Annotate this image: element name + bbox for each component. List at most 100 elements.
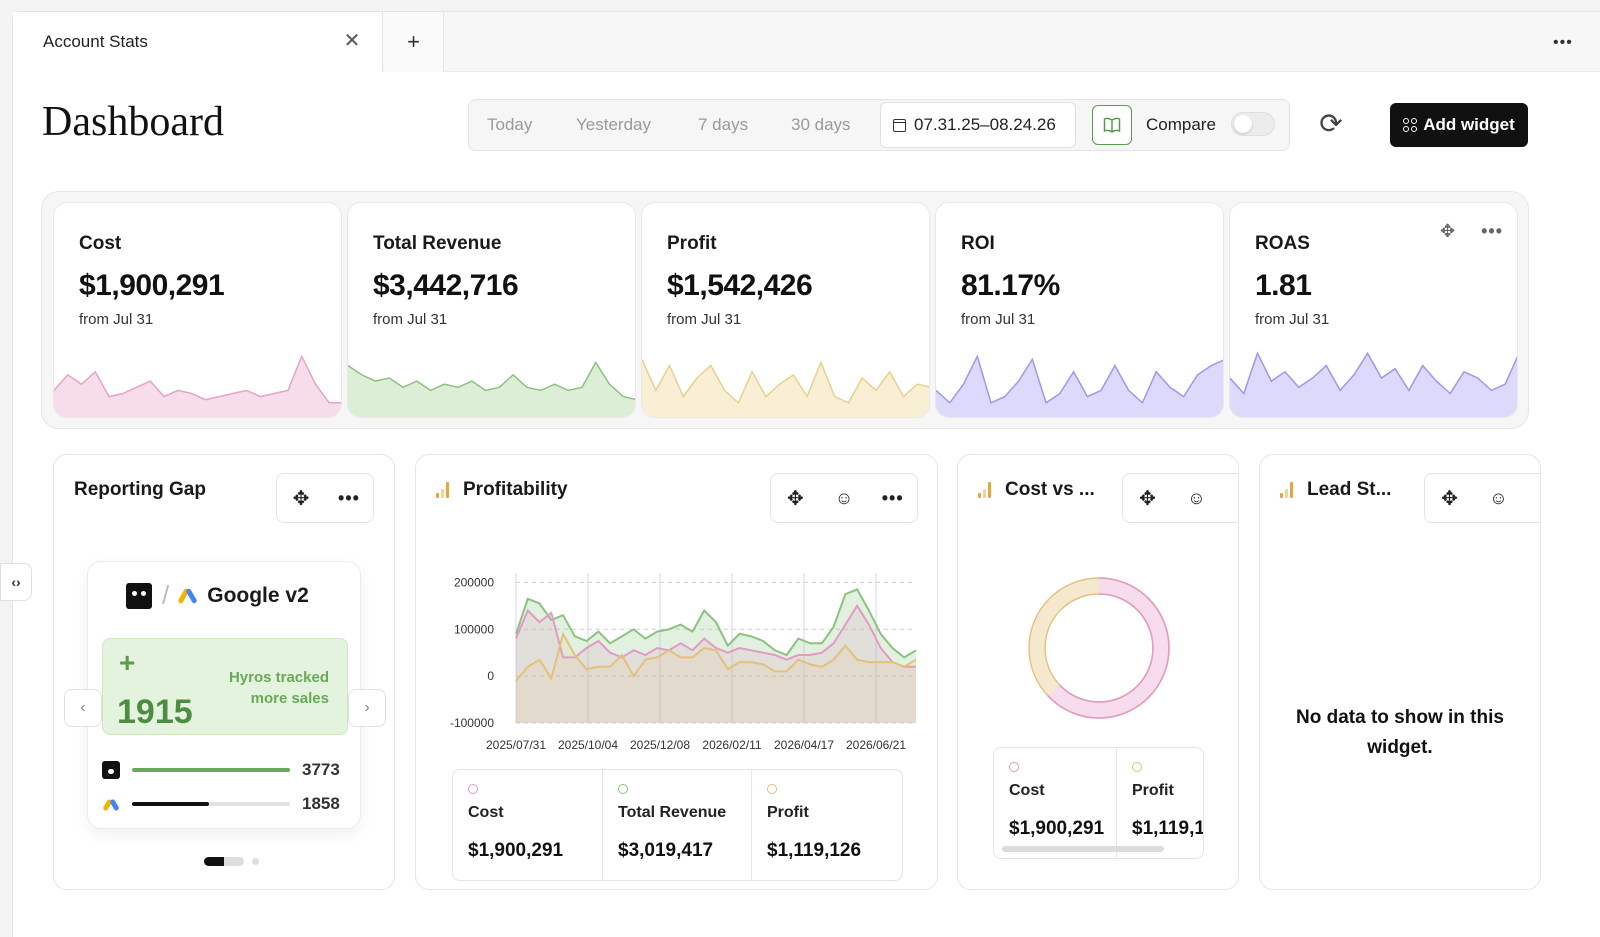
kpi-card-cost[interactable]: Cost $1,900,291 from Jul 31 — [53, 202, 342, 418]
horizontal-scrollbar[interactable] — [1002, 846, 1164, 852]
kpi-value: $3,442,716 — [373, 269, 519, 302]
more-icon[interactable]: ••• — [1481, 221, 1503, 241]
hyros-logo-icon — [126, 582, 152, 609]
kpi-card-revenue[interactable]: Total Revenue $3,442,716 from Jul 31 — [347, 202, 636, 418]
more-icon[interactable]: ••• — [881, 487, 904, 508]
move-icon[interactable]: ✥ — [1139, 487, 1156, 510]
date-picker-button[interactable]: 07.31.25–08.24.26 — [880, 102, 1076, 148]
kpi-value: $1,900,291 — [79, 269, 225, 302]
card-toolbar: ✥ ••• — [276, 473, 374, 523]
move-icon[interactable]: ✥ — [1440, 221, 1456, 241]
y-tick-label: 200000 — [454, 575, 494, 589]
gap-value: 1915 — [117, 693, 193, 731]
legend-item-profit[interactable]: Profit $1,119,126 — [752, 770, 902, 880]
google-ads-icon — [102, 797, 120, 812]
kpi-sub: from Jul 31 — [79, 311, 154, 328]
kpi-value: $1,542,426 — [667, 269, 813, 302]
add-widget-button[interactable]: Add widget — [1390, 103, 1528, 147]
pager[interactable] — [204, 857, 259, 866]
sparkline-line — [54, 354, 341, 404]
sparkline-line — [642, 359, 929, 405]
y-tick-label: -100000 — [450, 716, 494, 730]
kpi-card-roas[interactable]: ✥ ••• ROAS 1.81 from Jul 31 — [1229, 202, 1518, 418]
series-line — [515, 588, 917, 659]
cost-vs-card: Cost vs ... ✥ ☺ Cost $1,900,291 Profit $… — [957, 454, 1239, 890]
prev-button[interactable]: ‹ — [64, 689, 102, 727]
tab-account-stats[interactable]: Account Stats ✕ — [13, 12, 383, 72]
empty-state-message: No data to show in this widget. — [1296, 707, 1504, 758]
move-icon[interactable]: ✥ — [786, 487, 804, 510]
profitability-chart: 200000 100000 0 -100000 2025/07/31 2025/10/04… — [450, 573, 917, 752]
more-icon[interactable]: ••• — [338, 487, 360, 508]
widget-grid-icon — [1403, 118, 1418, 132]
x-tick-label: 2026/02/11 — [702, 738, 761, 752]
bar-chart-icon — [1280, 482, 1293, 498]
close-icon[interactable]: ✕ — [343, 30, 361, 52]
integration-header: / Google v2 — [126, 580, 309, 611]
legend-item-profit[interactable]: Profit $1,119,126 — [1117, 748, 1203, 858]
sparkline-area — [936, 356, 1223, 417]
google-row: 1858 — [102, 794, 340, 814]
profitability-legend: Cost $1,900,291 Total Revenue $3,019,417… — [452, 769, 903, 881]
lead-stats-card: Lead St... ✥ ☺ No data to show in this w… — [1259, 454, 1541, 890]
card-toolbar: ✥ ☺ ••• — [770, 473, 918, 523]
legend-item-cost[interactable]: Cost $1,900,291 — [453, 770, 603, 880]
kpi-label: Total Revenue — [373, 233, 502, 254]
bar-chart-icon — [436, 482, 449, 498]
x-tick-label: 2025/12/08 — [630, 738, 690, 752]
range-yesterday-button[interactable]: Yesterday — [576, 115, 651, 134]
book-icon[interactable] — [1092, 105, 1132, 145]
next-button[interactable]: › — [348, 689, 386, 727]
add-tab-button[interactable]: + — [384, 12, 444, 72]
sparkline-line — [348, 361, 635, 401]
card-title: Reporting Gap — [74, 479, 206, 500]
sparkline-area — [642, 359, 929, 417]
kpi-value: 81.17% — [961, 269, 1060, 302]
y-tick-label: 0 — [487, 669, 494, 683]
move-icon[interactable]: ✥ — [1441, 487, 1458, 510]
compare-toggle[interactable] — [1231, 112, 1275, 136]
code-toggle-icon[interactable]: ‹› — [0, 563, 32, 601]
card-title: Cost vs ... — [978, 479, 1095, 501]
integration-name: Google v2 — [207, 583, 309, 607]
sparkline — [54, 354, 341, 417]
sticker-icon[interactable]: ☺ — [1187, 487, 1206, 508]
donut-chart — [1028, 577, 1170, 719]
hyros-row: 3773 — [102, 760, 340, 780]
kpi-card-profit[interactable]: Profit $1,542,426 from Jul 31 — [641, 202, 930, 418]
gap-highlight: + 1915 Hyros tracked more sales — [102, 638, 348, 735]
series-area — [516, 605, 916, 723]
google-ads-icon — [177, 587, 198, 604]
series-area — [516, 633, 916, 723]
legend-item-revenue[interactable]: Total Revenue $3,019,417 — [603, 770, 752, 880]
kpi-value: 1.81 — [1255, 269, 1312, 302]
tab-bar: Account Stats ✕ + ••• — [13, 12, 1600, 72]
card-title: Lead St... — [1280, 479, 1391, 501]
range-7days-button[interactable]: 7 days — [698, 115, 749, 134]
kpi-card-roi[interactable]: ROI 81.17% from Jul 31 — [935, 202, 1224, 418]
x-tick-label: 2026/04/17 — [774, 738, 834, 752]
sticker-icon[interactable]: ☺ — [834, 487, 854, 508]
kpi-sub: from Jul 31 — [667, 311, 742, 328]
card-toolbar: ✥ ☺ — [1122, 473, 1238, 523]
series-line — [515, 603, 916, 668]
calendar-icon — [893, 118, 906, 132]
gap-message: Hyros tracked more sales — [228, 669, 329, 707]
more-icon[interactable]: ••• — [1553, 34, 1573, 51]
kpi-label: ROAS — [1255, 233, 1310, 254]
tab-title: Account Stats — [43, 32, 148, 51]
kpi-label: Profit — [667, 233, 717, 254]
range-today-button[interactable]: Today — [487, 115, 533, 134]
sparkline-area — [348, 362, 635, 417]
move-icon[interactable]: ✥ — [292, 487, 310, 510]
range-30days-button[interactable]: 30 days — [791, 115, 851, 134]
series-line — [515, 631, 917, 682]
card-title: Profitability — [436, 479, 568, 501]
page-title: Dashboard — [42, 99, 224, 145]
cost-vs-legend: Cost $1,900,291 Profit $1,119,126 — [993, 747, 1204, 859]
y-tick-label: 100000 — [454, 622, 494, 636]
date-range-bar: Today Yesterday 7 days 30 days 07.31.25–… — [468, 99, 1290, 151]
legend-item-cost[interactable]: Cost $1,900,291 — [994, 748, 1117, 858]
refresh-icon[interactable]: ⟳ — [1319, 108, 1343, 139]
sticker-icon[interactable]: ☺ — [1489, 487, 1508, 508]
